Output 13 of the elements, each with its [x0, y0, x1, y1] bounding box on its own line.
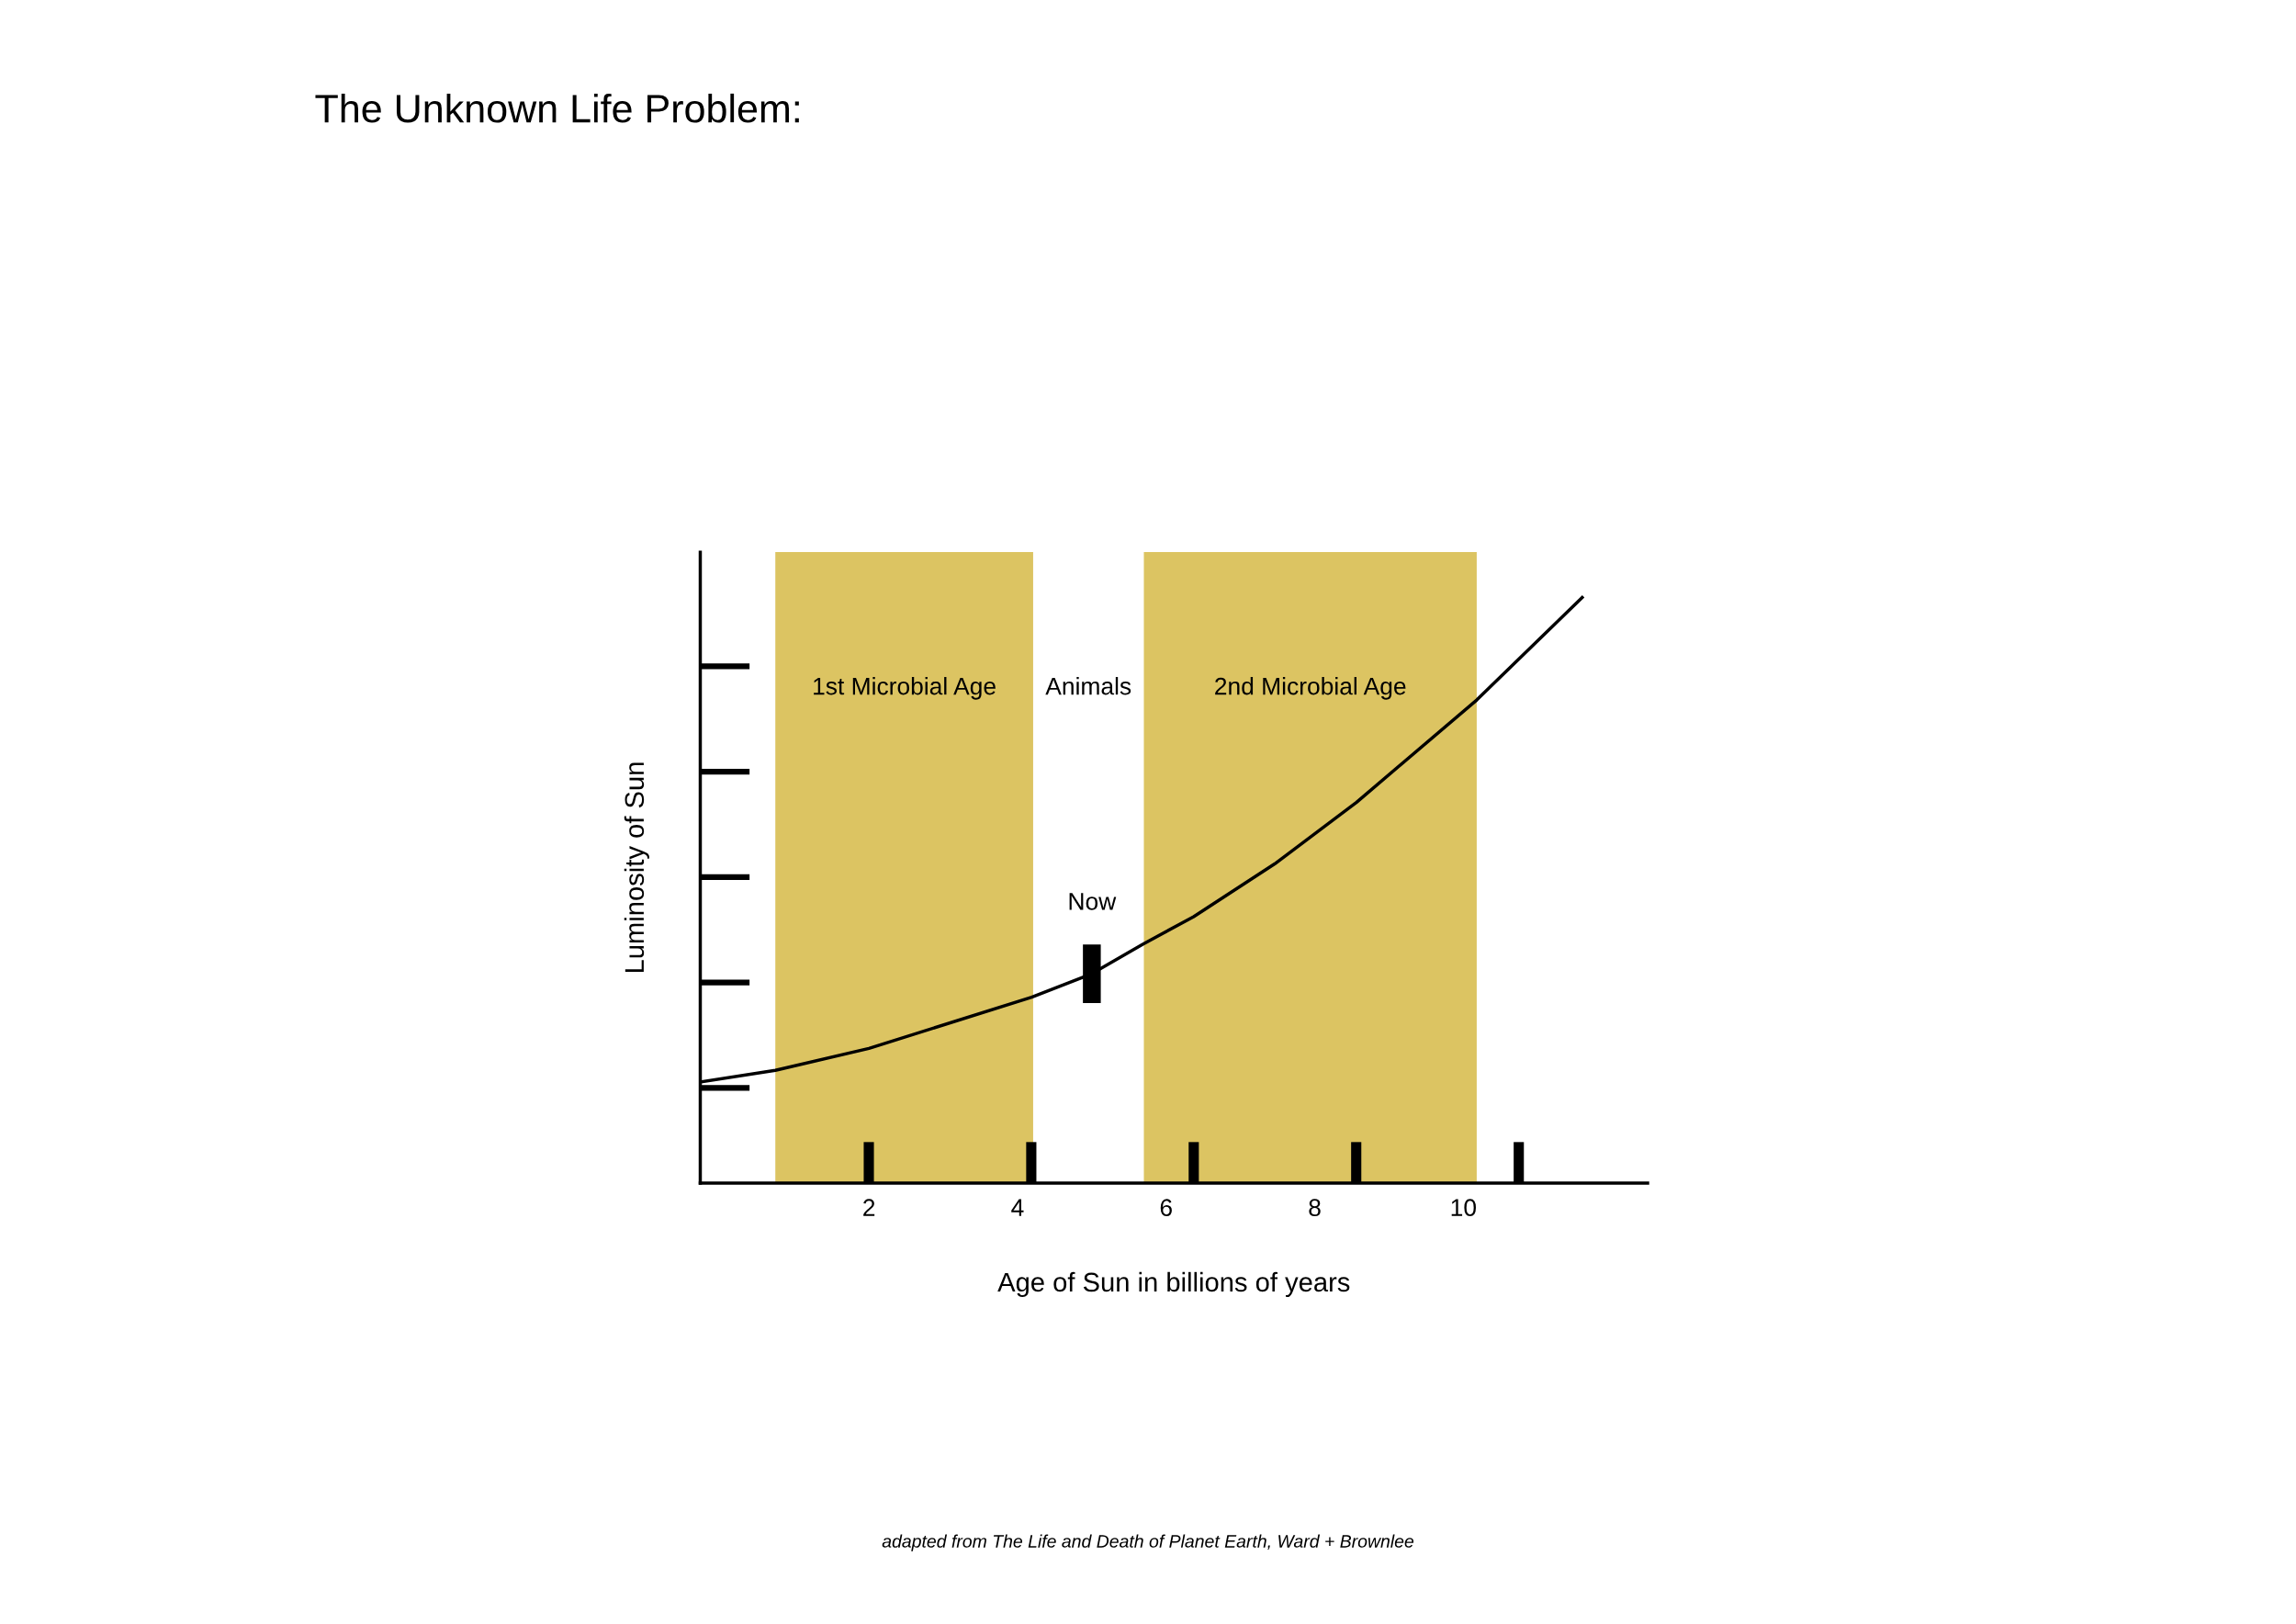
- y-axis-title: Luminosity of Sun: [624, 762, 649, 973]
- chart-title: The Unknown Life Problem:: [315, 93, 799, 123]
- x-tick-label: 8: [1309, 1199, 1321, 1217]
- annotation: Now: [1069, 893, 1117, 910]
- x-tick-label: 6: [1160, 1199, 1172, 1217]
- x-tick-label: 4: [1011, 1199, 1024, 1216]
- x-axis-title: Age of Sun in billions of years: [997, 1271, 1350, 1297]
- annotation: Animals: [1045, 677, 1131, 695]
- x-tick-label: 10: [1451, 1199, 1477, 1217]
- text: adapted from The Life and Death of Planet Earth, Ward + Brownlee: [882, 1534, 1414, 1551]
- x-tick-label: 2: [863, 1199, 875, 1216]
- band-label: 2nd Microbial Age: [1215, 677, 1406, 700]
- band-label: 1st Microbial Age: [814, 677, 996, 700]
